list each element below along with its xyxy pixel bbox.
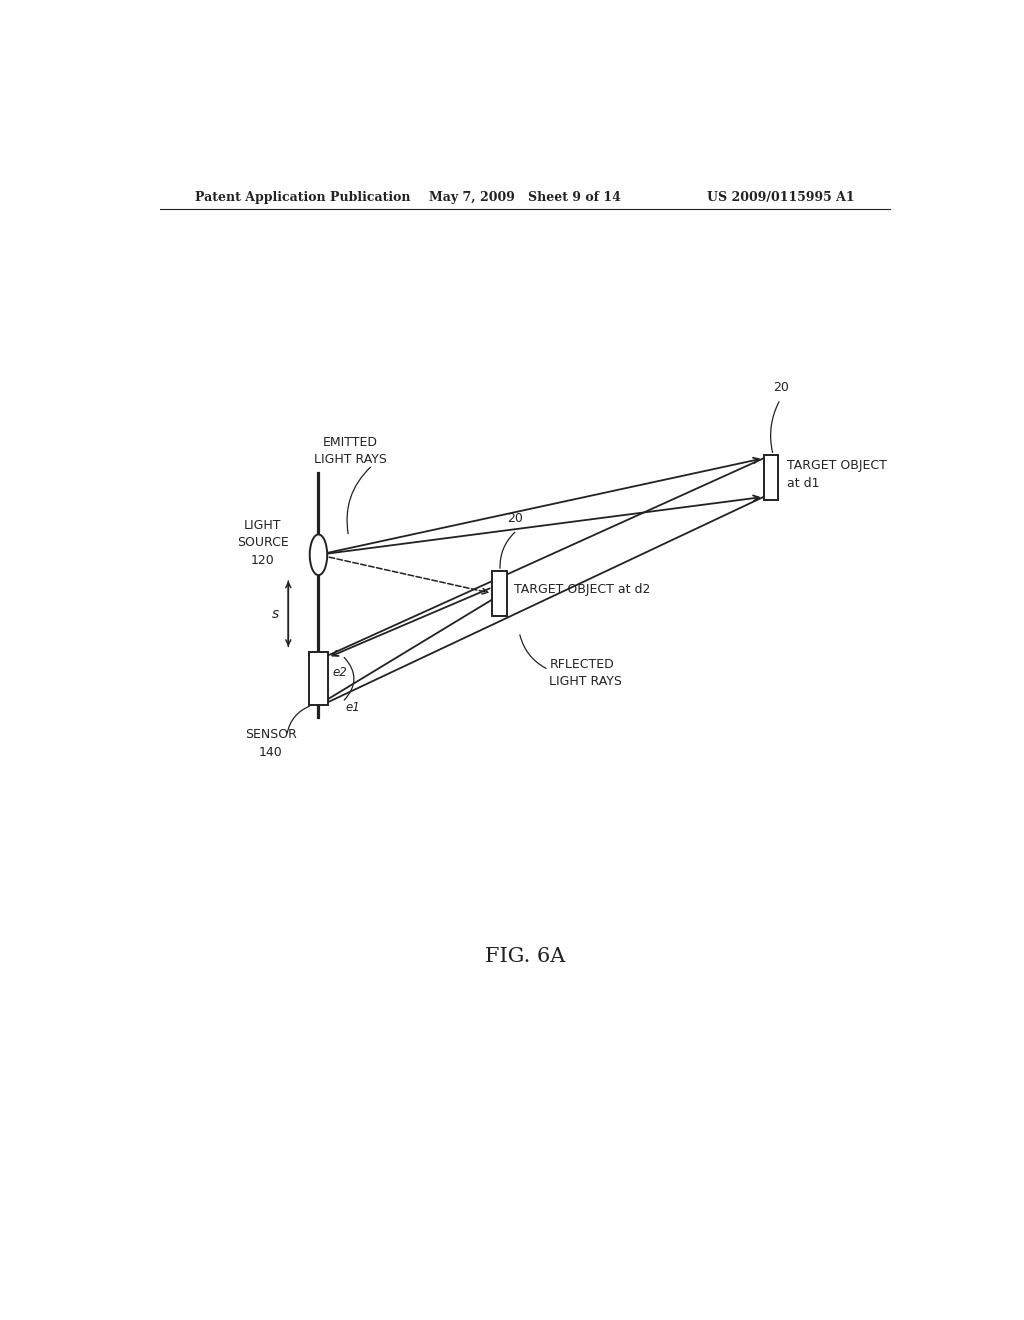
Text: US 2009/0115995 A1: US 2009/0115995 A1 [707, 190, 854, 203]
Text: SOURCE: SOURCE [237, 536, 289, 549]
Text: 20: 20 [507, 512, 523, 525]
Text: LIGHT RAYS: LIGHT RAYS [550, 675, 623, 688]
Text: at d1: at d1 [787, 477, 820, 490]
Text: TARGET OBJECT at d2: TARGET OBJECT at d2 [514, 583, 651, 595]
Text: e2: e2 [332, 667, 347, 680]
Text: LIGHT RAYS: LIGHT RAYS [313, 453, 387, 466]
Text: e1: e1 [345, 701, 360, 714]
Text: FIG. 6A: FIG. 6A [484, 946, 565, 966]
Text: Patent Application Publication: Patent Application Publication [196, 190, 411, 203]
Text: SENSOR: SENSOR [245, 727, 297, 741]
Text: 140: 140 [259, 746, 283, 759]
Text: s: s [272, 607, 280, 620]
Bar [309, 652, 328, 705]
Text: TARGET OBJECT: TARGET OBJECT [787, 459, 888, 471]
Ellipse shape [309, 535, 328, 576]
Text: May 7, 2009   Sheet 9 of 14: May 7, 2009 Sheet 9 of 14 [429, 190, 621, 203]
Text: 20: 20 [773, 381, 790, 395]
Bar [764, 455, 778, 500]
Text: RFLECTED: RFLECTED [550, 657, 614, 671]
Bar [493, 572, 507, 616]
Text: LIGHT: LIGHT [244, 520, 282, 532]
Text: 120: 120 [251, 554, 274, 568]
Text: EMITTED: EMITTED [323, 436, 378, 449]
